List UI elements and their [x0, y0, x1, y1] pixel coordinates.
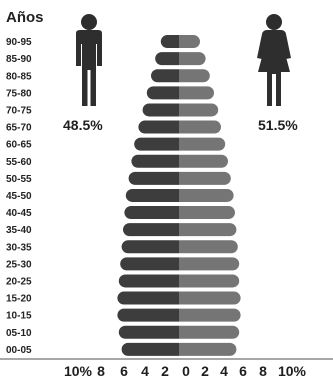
- x-tick-label: 10%: [278, 363, 307, 379]
- x-tick-label: 2: [201, 363, 209, 379]
- age-label-10-15: 10-15: [6, 311, 32, 322]
- x-tick-label: 6: [120, 363, 128, 379]
- male-bar-05-10: [118, 325, 179, 339]
- female-bar-75-80: [179, 86, 215, 100]
- age-label-65-70: 65-70: [6, 123, 32, 134]
- male-total-label: 48.5%: [63, 117, 103, 133]
- male-bar-50-55: [128, 171, 179, 185]
- female-bar-00-05: [179, 342, 237, 356]
- male-bar-25-30: [120, 257, 179, 271]
- age-label-55-60: 55-60: [6, 157, 32, 168]
- female-bar-55-60: [179, 154, 228, 168]
- male-bar-15-20: [117, 291, 179, 305]
- x-tick-labels: 10% 8 6 4 2 0 2 4 6 8 10%: [64, 363, 307, 379]
- x-tick-label: 2: [161, 363, 169, 379]
- age-label-05-10: 05-10: [6, 328, 32, 339]
- age-label-40-45: 40-45: [6, 208, 32, 219]
- male-bar-80-85: [151, 69, 179, 83]
- male-bar-35-40: [123, 223, 179, 237]
- male-bar-30-35: [121, 240, 179, 254]
- age-labels: 00-05 05-10 10-15 15-20 20-25 25-30 30-35 35-40…: [6, 37, 32, 356]
- x-tick-label: 8: [259, 363, 267, 379]
- age-label-80-85: 80-85: [6, 71, 32, 82]
- female-bar-80-85: [179, 69, 210, 83]
- male-bar-65-70: [138, 120, 179, 134]
- age-label-35-40: 35-40: [6, 225, 32, 236]
- x-tick-label: 8: [97, 363, 105, 379]
- age-label-70-75: 70-75: [6, 105, 32, 116]
- male-bar-85-90: [155, 52, 179, 66]
- male-bar-40-45: [124, 206, 179, 220]
- female-bar-85-90: [179, 52, 206, 66]
- male-bar-00-05: [121, 342, 179, 356]
- female-bar-05-10: [179, 325, 240, 339]
- female-bar-25-30: [179, 257, 240, 271]
- female-bar-40-45: [179, 206, 235, 220]
- male-bar-20-25: [118, 274, 179, 288]
- female-bar-65-70: [179, 120, 221, 134]
- female-bar-30-35: [179, 240, 238, 254]
- age-label-20-25: 20-25: [6, 276, 32, 287]
- female-bar-60-65: [179, 137, 226, 151]
- female-bar-45-50: [179, 188, 234, 202]
- age-axis-title: Años: [6, 9, 44, 26]
- age-label-00-05: 00-05: [6, 345, 32, 356]
- male-bar-10-15: [117, 308, 179, 322]
- age-label-85-90: 85-90: [6, 54, 32, 65]
- age-label-30-35: 30-35: [6, 242, 32, 253]
- female-bar-35-40: [179, 223, 237, 237]
- female-bar-90-95: [179, 35, 200, 49]
- x-tick-label: 4: [141, 363, 149, 379]
- x-tick-label: 10%: [64, 363, 93, 379]
- x-tick-label: 0: [182, 363, 190, 379]
- female-total-label: 51.5%: [258, 117, 298, 133]
- female-bar-20-25: [179, 274, 240, 288]
- female-bar-15-20: [179, 291, 241, 305]
- age-label-25-30: 25-30: [6, 259, 32, 270]
- x-tick-label: 4: [220, 363, 228, 379]
- age-label-45-50: 45-50: [6, 191, 32, 202]
- male-bar-45-50: [125, 188, 179, 202]
- age-label-15-20: 15-20: [6, 294, 32, 305]
- male-bar-70-75: [142, 103, 179, 117]
- female-person-icon: [257, 14, 291, 106]
- male-bar-60-65: [134, 137, 179, 151]
- male-person-icon: [76, 14, 102, 106]
- male-bar-55-60: [131, 154, 179, 168]
- female-bar-50-55: [179, 171, 231, 185]
- female-bar-10-15: [179, 308, 241, 322]
- age-label-50-55: 50-55: [6, 174, 32, 185]
- male-bar-90-95: [160, 35, 179, 49]
- age-label-90-95: 90-95: [6, 37, 32, 48]
- bars: [117, 35, 241, 356]
- age-label-75-80: 75-80: [6, 88, 32, 99]
- female-bar-70-75: [179, 103, 219, 117]
- age-label-60-65: 60-65: [6, 140, 32, 151]
- x-tick-label: 6: [239, 363, 247, 379]
- male-bar-75-80: [146, 86, 179, 100]
